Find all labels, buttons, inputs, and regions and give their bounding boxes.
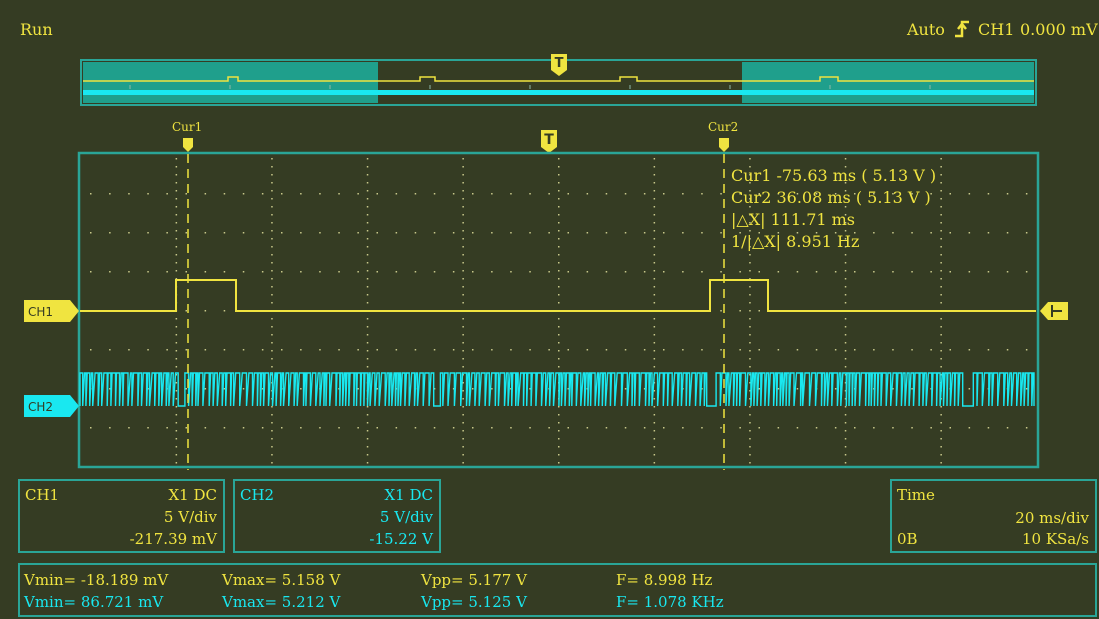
run-status[interactable]: Run bbox=[20, 20, 53, 39]
cursor1-label[interactable]: Cur1 bbox=[172, 120, 203, 134]
ch2-pulse-train bbox=[79, 372, 1035, 407]
ch1-panel-name: CH1 bbox=[25, 486, 60, 504]
cursor2-label[interactable]: Cur2 bbox=[708, 120, 739, 134]
svg-text:CH1: CH1 bbox=[28, 305, 53, 319]
waveform-overview[interactable] bbox=[80, 55, 1038, 107]
overview-left-region bbox=[83, 62, 378, 103]
ch2-probe-coupling: X1 DC bbox=[384, 486, 434, 504]
timebase-panel[interactable]: Time 20 ms/div 0B 10 KSa/s bbox=[890, 479, 1097, 553]
overview-ch2-trace bbox=[83, 90, 1034, 95]
ch1-settings-panel[interactable]: CH1 X1 DC 5 V/div -217.39 mV bbox=[18, 479, 225, 553]
cursor1-readout: Cur1 -75.63 ms ( 5.13 V ) bbox=[731, 166, 937, 185]
ch2-vpp: Vpp= 5.125 V bbox=[421, 593, 527, 611]
cursor2-readout: Cur2 36.08 ms ( 5.13 V ) bbox=[731, 188, 931, 207]
time-per-div: 20 ms/div bbox=[1015, 509, 1089, 527]
waveform-display[interactable]: CH1 CH2 bbox=[0, 0, 1099, 480]
ch2-volts-per-div: 5 V/div bbox=[379, 508, 433, 526]
trigger-level-marker[interactable] bbox=[1040, 302, 1068, 320]
measurement-panel: Vmin= -18.189 mV Vmax= 5.158 V Vpp= 5.17… bbox=[18, 563, 1097, 617]
overview-ticks bbox=[129, 85, 931, 89]
inverse-delta-x-readout: 1/|△X| 8.951 Hz bbox=[731, 232, 860, 251]
rising-edge-icon bbox=[955, 20, 969, 38]
ch1-vmin: Vmin= -18.189 mV bbox=[24, 571, 169, 589]
trigger-position-marker[interactable]: T bbox=[540, 129, 558, 154]
trigger-source[interactable]: CH1 bbox=[978, 20, 1015, 39]
ch2-vmax: Vmax= 5.212 V bbox=[222, 593, 341, 611]
ch1-marker[interactable]: CH1 bbox=[24, 300, 79, 322]
ch2-vmin: Vmin= 86.721 mV bbox=[24, 593, 164, 611]
ch1-volts-per-div: 5 V/div bbox=[163, 508, 217, 526]
timebase-title: Time bbox=[897, 486, 935, 504]
ch2-panel-name: CH2 bbox=[240, 486, 275, 504]
ch2-trace bbox=[79, 372, 1035, 407]
overview-trigger-marker[interactable]: T bbox=[550, 53, 568, 77]
svg-text:T: T bbox=[544, 132, 554, 148]
cursor1-marker[interactable] bbox=[182, 137, 194, 153]
overview-right-region bbox=[742, 62, 1034, 103]
overview-ch1-trace bbox=[83, 76, 1034, 82]
sample-rate: 10 KSa/s bbox=[1021, 530, 1089, 548]
cursor2-marker[interactable] bbox=[718, 137, 730, 153]
svg-text:T: T bbox=[555, 56, 564, 71]
ch2-settings-panel[interactable]: CH2 X1 DC 5 V/div -15.22 V bbox=[233, 479, 441, 553]
ch2-marker[interactable]: CH2 bbox=[24, 395, 79, 417]
ch1-vmax: Vmax= 5.158 V bbox=[222, 571, 341, 589]
delta-x-readout: |△X| 111.71 ms bbox=[731, 210, 856, 229]
ch1-vpp: Vpp= 5.177 V bbox=[421, 571, 527, 589]
ch2-offset: -15.22 V bbox=[369, 530, 433, 548]
ch1-trace bbox=[80, 279, 1036, 312]
trigger-mode[interactable]: Auto bbox=[907, 20, 945, 39]
ch2-frequency: F= 1.078 KHz bbox=[616, 593, 724, 611]
ch1-frequency: F= 8.998 Hz bbox=[616, 571, 713, 589]
ch1-probe-coupling: X1 DC bbox=[168, 486, 218, 504]
trigger-level[interactable]: 0.000 mV bbox=[1020, 20, 1098, 39]
svg-text:CH2: CH2 bbox=[28, 400, 53, 414]
ch1-offset: -217.39 mV bbox=[129, 530, 217, 548]
time-position: 0B bbox=[897, 530, 918, 548]
